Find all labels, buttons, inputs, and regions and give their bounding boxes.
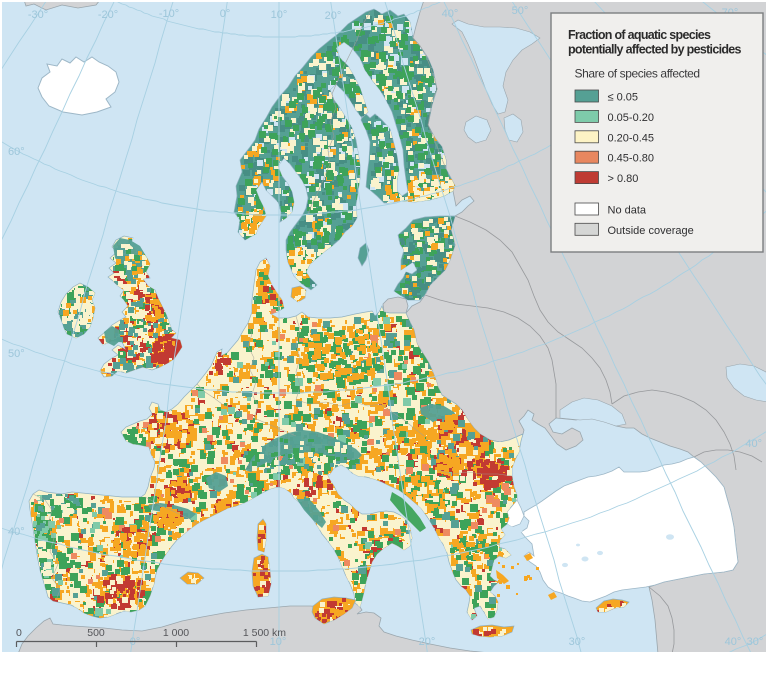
svg-text:0.05-0.20: 0.05-0.20: [608, 112, 654, 124]
svg-text:-10°: -10°: [159, 8, 179, 20]
svg-text:1 500: 1 500: [243, 627, 269, 639]
svg-text:40°: 40°: [442, 8, 459, 20]
svg-text:0: 0: [16, 627, 22, 639]
svg-text:Outside coverage: Outside coverage: [608, 225, 694, 237]
svg-text:Share of species affected: Share of species affected: [575, 67, 700, 81]
svg-text:1 000: 1 000: [163, 627, 189, 639]
svg-text:km: km: [272, 627, 286, 639]
svg-text:≤ 0.05: ≤ 0.05: [608, 92, 639, 104]
svg-text:40°: 40°: [745, 438, 762, 450]
svg-text:50°: 50°: [512, 5, 529, 17]
svg-text:60°: 60°: [8, 146, 25, 158]
svg-text:20°: 20°: [325, 10, 342, 22]
svg-text:40°: 40°: [725, 636, 742, 648]
svg-text:500: 500: [87, 627, 105, 639]
svg-text:40°: 40°: [8, 526, 25, 538]
svg-text:30°: 30°: [747, 636, 764, 648]
svg-text:-20°: -20°: [98, 9, 118, 21]
svg-text:-30°: -30°: [28, 9, 48, 21]
svg-text:potentially affected by pestic: potentially affected by pesticides: [568, 43, 742, 57]
svg-text:0.20-0.45: 0.20-0.45: [608, 132, 654, 144]
svg-text:0.45-0.80: 0.45-0.80: [608, 153, 654, 165]
svg-text:30°: 30°: [569, 636, 586, 648]
svg-text:10°: 10°: [270, 636, 287, 648]
svg-text:> 0.80: > 0.80: [608, 173, 639, 185]
svg-text:50°: 50°: [8, 348, 25, 360]
svg-text:0°: 0°: [220, 8, 231, 20]
svg-text:No data: No data: [608, 205, 647, 217]
svg-text:20°: 20°: [419, 636, 436, 648]
svg-text:Fraction of aquatic species: Fraction of aquatic species: [568, 28, 711, 42]
svg-text:10°: 10°: [271, 9, 288, 21]
